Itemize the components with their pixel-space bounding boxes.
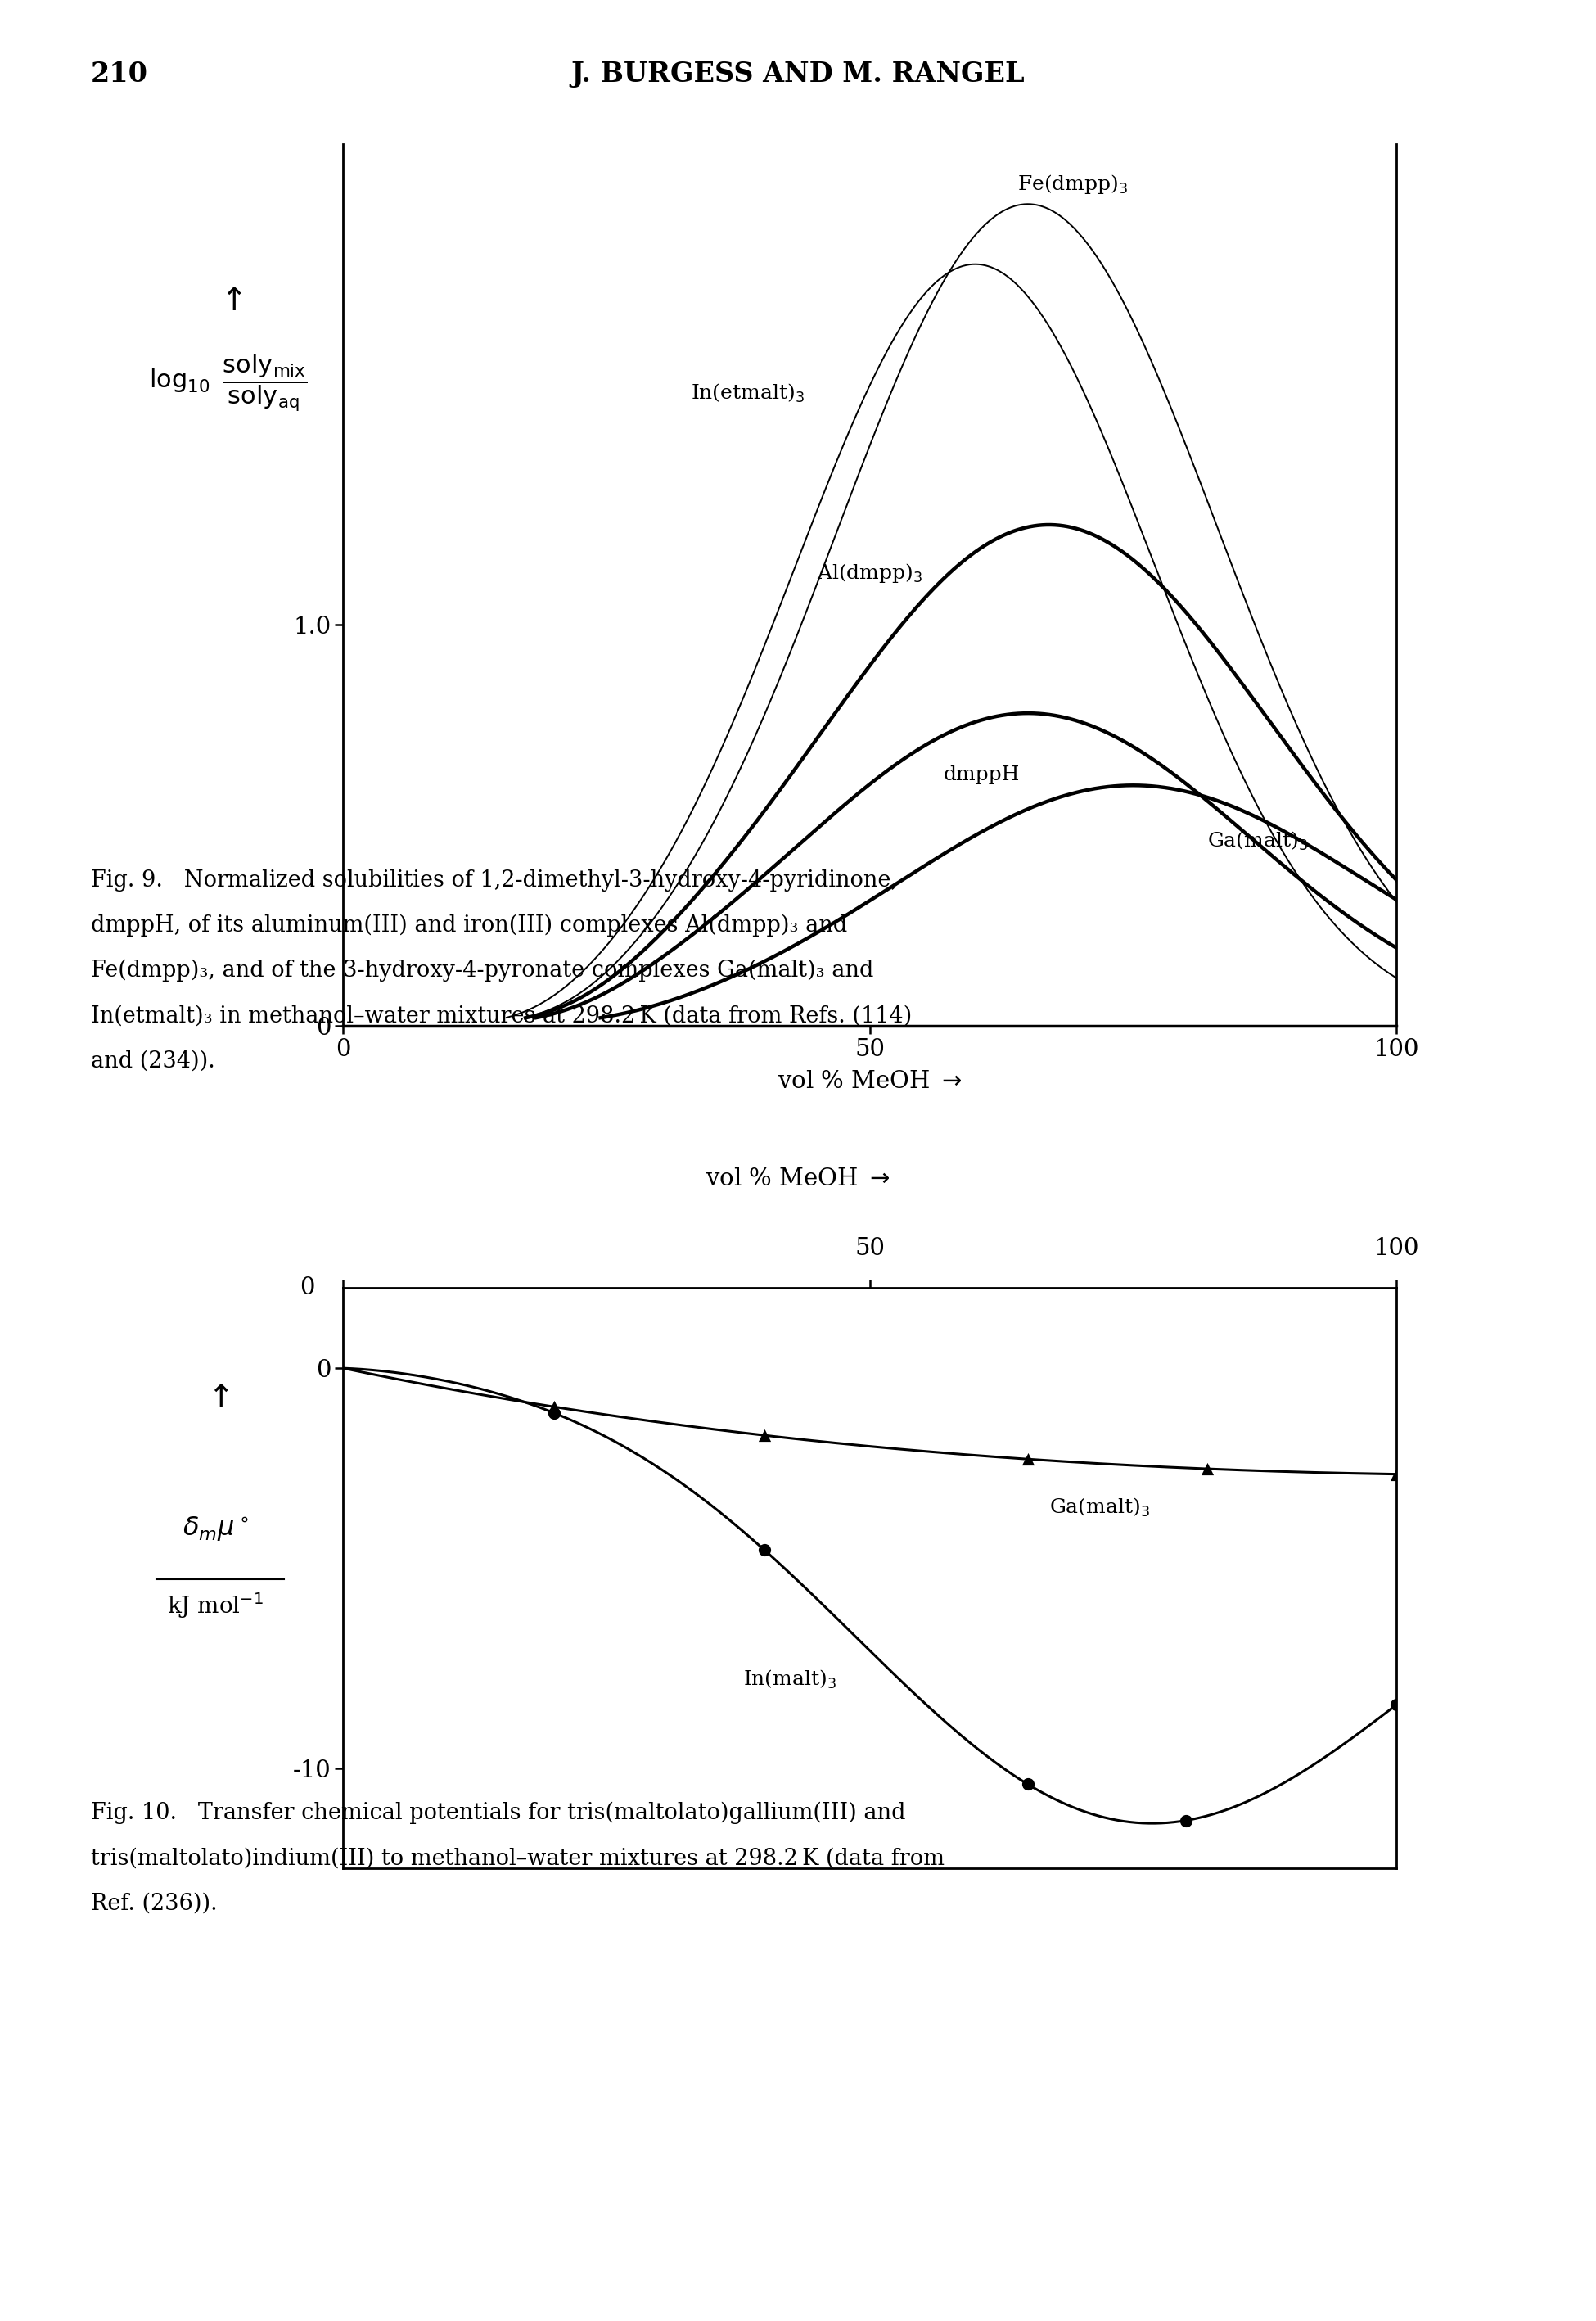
Text: 210: 210 <box>91 60 148 88</box>
Text: 100: 100 <box>1374 1237 1419 1260</box>
Text: dmppH: dmppH <box>943 766 1020 784</box>
Text: Al(dmpp)$_3$: Al(dmpp)$_3$ <box>817 562 922 585</box>
Text: $\uparrow$: $\uparrow$ <box>201 1383 230 1413</box>
Text: In(malt)$_3$: In(malt)$_3$ <box>744 1669 836 1690</box>
Point <box>541 1388 567 1425</box>
Point <box>1015 1441 1041 1478</box>
Text: and (234)).: and (234)). <box>91 1049 215 1072</box>
Text: $\log_{10}\ \dfrac{\mathrm{soly_{mix}}}{\mathrm{soly_{aq}}}$: $\log_{10}\ \dfrac{\mathrm{soly_{mix}}}{… <box>148 353 308 413</box>
Text: 50: 50 <box>855 1237 884 1260</box>
Text: kJ mol$^{-1}$: kJ mol$^{-1}$ <box>168 1590 263 1620</box>
Text: Ref. (236)).: Ref. (236)). <box>91 1892 217 1915</box>
Text: Fe(dmpp)$_3$: Fe(dmpp)$_3$ <box>1017 174 1128 195</box>
Text: vol % MeOH $\rightarrow$: vol % MeOH $\rightarrow$ <box>705 1167 891 1191</box>
X-axis label: vol % MeOH $\rightarrow$: vol % MeOH $\rightarrow$ <box>777 1070 962 1093</box>
Point <box>541 1395 567 1432</box>
Text: Ga(malt)$_3$: Ga(malt)$_3$ <box>1207 831 1307 852</box>
Text: In(etmalt)₃ in methanol–water mixtures at 298.2 K (data from Refs. (114): In(etmalt)₃ in methanol–water mixtures a… <box>91 1005 911 1026</box>
Point <box>752 1416 777 1453</box>
Text: In(etmalt)$_3$: In(etmalt)$_3$ <box>691 383 804 404</box>
Point <box>1015 1766 1041 1803</box>
Text: Fe(dmpp)₃, and of the 3-hydroxy-4-pyronate complexes Ga(malt)₃ and: Fe(dmpp)₃, and of the 3-hydroxy-4-pyrona… <box>91 959 873 982</box>
Text: Ga(malt)$_3$: Ga(malt)$_3$ <box>1049 1497 1149 1518</box>
Point <box>1384 1685 1409 1722</box>
Point <box>1194 1451 1219 1488</box>
Text: tris(maltolato)indium(III) to methanol–water mixtures at 298.2 K (data from: tris(maltolato)indium(III) to methanol–w… <box>91 1848 945 1871</box>
Point <box>752 1532 777 1569</box>
Point <box>1384 1455 1409 1492</box>
Text: dmppH, of its aluminum(III) and iron(III) complexes Al(dmpp)₃ and: dmppH, of its aluminum(III) and iron(III… <box>91 914 847 935</box>
Text: J. BURGESS AND M. RANGEL: J. BURGESS AND M. RANGEL <box>571 60 1025 88</box>
Text: $\uparrow$: $\uparrow$ <box>214 285 243 318</box>
Text: Fig. 10.   Transfer chemical potentials for tris(maltolato)gallium(III) and: Fig. 10. Transfer chemical potentials fo… <box>91 1801 907 1824</box>
Text: 0: 0 <box>300 1277 314 1300</box>
Point <box>1173 1801 1199 1838</box>
Text: Fig. 9.   Normalized solubilities of 1,2-dimethyl-3-hydroxy-4-pyridinone,: Fig. 9. Normalized solubilities of 1,2-d… <box>91 868 899 891</box>
Text: $\delta_m\mu^\circ$: $\delta_m\mu^\circ$ <box>182 1513 249 1543</box>
